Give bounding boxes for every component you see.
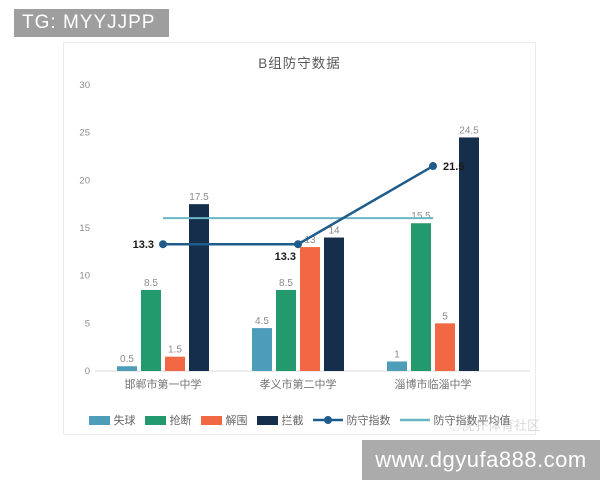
defense-index-marker: [159, 240, 167, 249]
defense-index-label: 21.5: [443, 161, 464, 173]
bar-value-label: 8.5: [144, 278, 158, 289]
legend-item: 失球: [88, 412, 136, 428]
bar: [300, 247, 320, 371]
bar: [459, 137, 479, 371]
defense-index-marker: [429, 162, 437, 171]
bar: [324, 237, 344, 371]
y-tick-label: 30: [79, 80, 90, 91]
bar-value-label: 13: [304, 235, 316, 246]
chart-title: B组防守数据: [258, 56, 341, 71]
legend-item: 防守指数平均值: [399, 412, 511, 428]
legend-item: 拦截: [256, 412, 304, 428]
legend-label: 解围: [225, 415, 248, 427]
chart-legend: 失球 抢断 解围 拦截 防守指数 防守指数平均值: [64, 412, 535, 428]
defense-chart-plot: 0 5 10 15 20 25 30 0.5 4.5 1 8.5 8.5 15.5 1.5 13 5 17.5 1…: [79, 80, 530, 391]
bar-value-label: 1: [394, 349, 400, 360]
y-tick-label: 20: [79, 175, 90, 186]
defense-index-label: 13.3: [133, 239, 154, 251]
legend-swatch: [88, 415, 110, 425]
legend-item: 解围: [200, 412, 248, 428]
chart-panel: 0 5 10 15 20 25 30 0.5 4.5 1 8.5 8.5 15.5 1.5 13 5 17.5 1…: [63, 42, 540, 435]
bar: [435, 323, 455, 371]
bar: [276, 289, 296, 371]
bar-value-label: 4.5: [255, 316, 269, 327]
legend-swatch: [144, 415, 166, 425]
legend-item: 防守指数: [312, 412, 391, 428]
category-label: 邯郸市第一中学: [125, 377, 202, 391]
legend-label: 失球: [113, 415, 136, 427]
bar-value-label: 1.5: [168, 345, 182, 356]
bar-value-label: 24.5: [459, 125, 479, 136]
legend-label: 防守指数: [346, 415, 391, 427]
category-label: 淄博市临淄中学: [395, 377, 472, 391]
bar: [252, 328, 272, 371]
bar-value-label: 15.5: [411, 211, 431, 222]
y-tick-label: 15: [79, 223, 90, 234]
y-tick-label: 5: [85, 318, 90, 329]
y-tick-label: 10: [79, 271, 90, 282]
bar-value-label: 17.5: [189, 192, 209, 203]
legend-label: 拦截: [281, 415, 304, 427]
y-tick-label: 25: [79, 128, 90, 139]
legend-line-marker-swatch: [312, 416, 343, 424]
watermark-telegram: TG: MYYJJPP: [14, 9, 170, 37]
bar: [141, 289, 161, 371]
y-tick-label: 0: [85, 366, 90, 377]
legend-label: 抢断: [169, 415, 192, 427]
legend-swatch: [200, 415, 222, 425]
legend-swatch: [256, 415, 278, 425]
legend-label: 防守指数平均值: [433, 415, 511, 427]
bar: [411, 223, 431, 371]
bar-value-label: 14: [328, 226, 340, 237]
bar-value-label: 8.5: [279, 278, 293, 289]
bar-value-label: 0.5: [120, 354, 134, 365]
bar: [387, 361, 407, 371]
bar: [189, 204, 209, 371]
bar: [165, 356, 185, 371]
legend-line-swatch: [399, 418, 430, 422]
defense-index-label: 13.3: [275, 251, 296, 263]
defense-index-marker: [294, 240, 302, 249]
watermark-website: www.dgyufa888.com: [362, 440, 600, 480]
category-label: 孝义市第二中学: [260, 377, 337, 391]
bar: [117, 366, 137, 371]
watermark-community: ◎虎扑体育社区: [448, 418, 540, 433]
bar-value-label: 5: [442, 311, 448, 322]
legend-item: 抢断: [144, 412, 192, 428]
